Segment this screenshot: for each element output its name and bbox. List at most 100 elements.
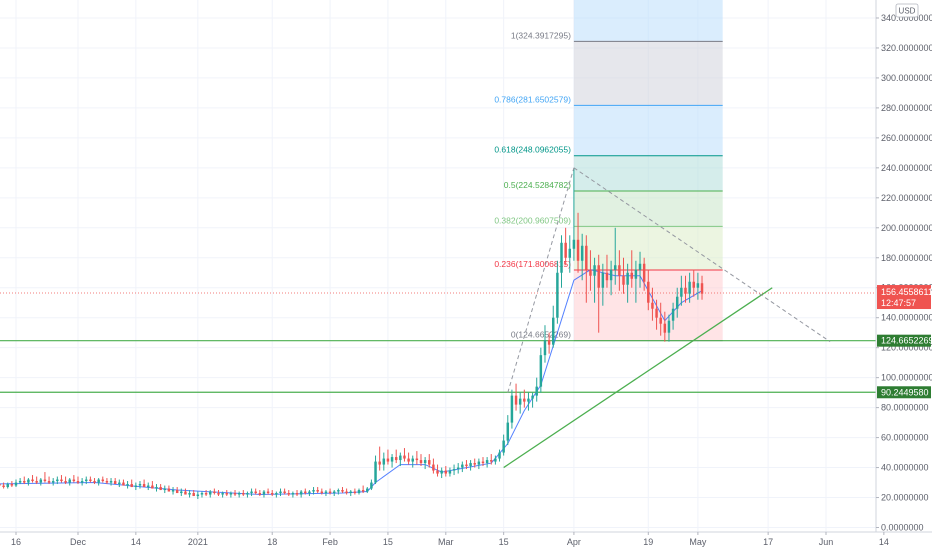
candle-body — [175, 490, 179, 494]
y-tick-label: 120.0000000 — [881, 343, 932, 353]
candle-body — [200, 493, 204, 495]
candle-body — [97, 479, 100, 483]
candle-body — [366, 488, 369, 492]
candle-body — [423, 460, 427, 464]
candle-body — [225, 493, 229, 495]
candle-body — [626, 272, 629, 285]
candle-body — [250, 491, 253, 494]
candle-body — [242, 493, 245, 495]
candle-body — [671, 308, 675, 321]
candle-body — [597, 265, 600, 288]
y-tick-label: 240.0000000 — [881, 163, 932, 173]
candle-body — [76, 481, 80, 483]
candle-body — [64, 481, 67, 483]
candle-body — [31, 479, 34, 482]
candle-body — [692, 281, 695, 288]
candle-body — [655, 308, 658, 318]
candle-body — [680, 287, 683, 297]
candle-body — [180, 491, 183, 494]
candle-body — [601, 272, 605, 288]
x-tick-label: Jun — [819, 537, 834, 547]
y-tick-label: 300.0000000 — [881, 73, 932, 83]
candle-body — [349, 491, 352, 494]
candle-body — [167, 488, 171, 492]
candle-body — [390, 457, 394, 462]
candle-body — [18, 481, 22, 483]
price-tag-timer: 12:47:57 — [881, 298, 916, 308]
candle-body — [638, 263, 642, 270]
candle-body — [506, 422, 510, 441]
fib-level-label: 0.382(200.9607509) — [494, 215, 571, 225]
candle-body — [394, 457, 398, 461]
level-tag-box — [877, 386, 931, 399]
time-axis-background[interactable] — [0, 532, 932, 550]
y-tick-label: 0.0000000 — [881, 523, 924, 533]
candle-body — [647, 281, 650, 303]
candle-body — [490, 460, 493, 462]
price-tag-box — [877, 285, 931, 310]
candles — [0, 167, 704, 500]
x-tick-label: 15 — [383, 537, 393, 547]
trendlines[interactable] — [503, 167, 831, 469]
candle-body — [151, 485, 154, 489]
candle-body — [109, 481, 113, 483]
candle-body — [448, 470, 452, 474]
candle-body — [378, 461, 381, 465]
candle-body — [543, 340, 547, 356]
candle-body — [568, 248, 572, 258]
candle-body — [527, 398, 530, 402]
candle-body — [667, 320, 671, 333]
candle-body — [407, 458, 410, 462]
horizontal-levels[interactable] — [0, 292, 876, 393]
candle-body — [696, 283, 700, 288]
x-tick-label: Apr — [567, 537, 581, 547]
candle-body — [43, 479, 47, 482]
fib-level-label: 0.5(224.5284782) — [504, 180, 571, 190]
candle-body — [411, 458, 414, 462]
candle-body — [324, 491, 328, 494]
candle-body — [155, 487, 158, 489]
candle-body — [283, 491, 286, 494]
candle-body — [622, 275, 625, 285]
candle-body — [580, 245, 584, 261]
y-tick-label: 340.0000000 — [881, 13, 932, 23]
candle-body — [403, 455, 406, 459]
candle-body — [213, 491, 216, 494]
candle-body — [147, 485, 150, 488]
candle-body — [461, 464, 464, 468]
y-tick-label: 180.0000000 — [881, 253, 932, 263]
candle-body — [642, 263, 646, 282]
support-trendline — [503, 287, 773, 469]
candle-body — [560, 242, 563, 273]
candle-body — [142, 484, 146, 488]
candle-body — [469, 463, 472, 467]
candle-body — [308, 491, 311, 494]
price-axis-background[interactable] — [876, 0, 932, 532]
currency-badge[interactable]: USD — [895, 3, 919, 18]
candle-body — [452, 469, 456, 471]
candle-body — [126, 484, 129, 486]
fib-zone-top — [573, 0, 723, 42]
y-tick-label: 80.0000000 — [881, 403, 929, 413]
fib-zone — [573, 226, 723, 271]
candle-body — [312, 490, 315, 492]
candle-body — [10, 484, 14, 486]
candle-body — [163, 488, 167, 491]
candle-body — [419, 460, 423, 464]
fib-zone — [573, 155, 723, 192]
candle-body — [589, 269, 592, 276]
x-tick-label: May — [689, 537, 707, 547]
x-tick-label: 15 — [499, 537, 509, 547]
candle-body — [518, 398, 522, 405]
candle-body — [440, 470, 443, 474]
candle-body — [291, 493, 295, 495]
fib-zone — [573, 41, 723, 106]
candle-body — [593, 265, 596, 276]
candle-body — [85, 479, 88, 482]
candle-body — [552, 317, 555, 345]
candle-body — [556, 272, 559, 318]
